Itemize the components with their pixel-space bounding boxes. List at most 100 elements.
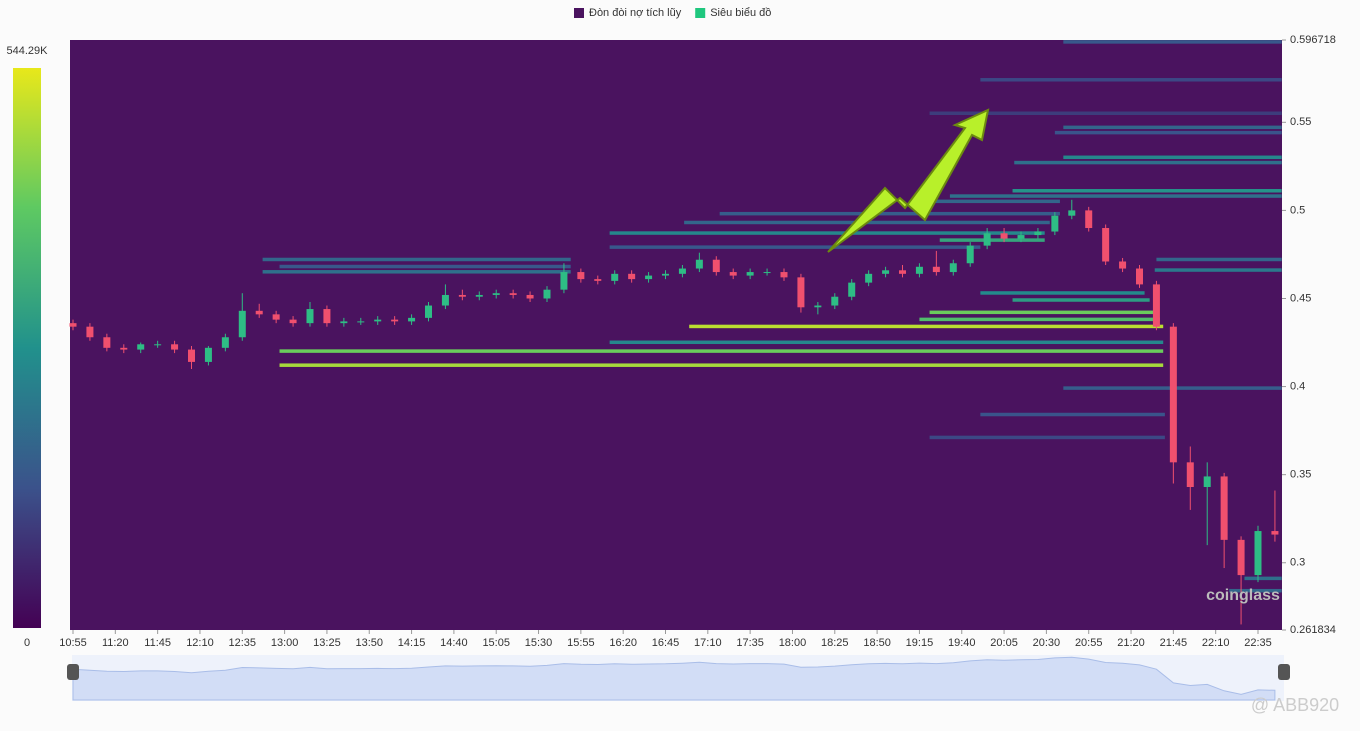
candle-body <box>1119 261 1127 269</box>
candle-body <box>543 289 551 299</box>
candle-body <box>289 319 297 324</box>
x-tick-label: 21:45 <box>1160 637 1188 649</box>
candle-body <box>662 273 669 276</box>
x-tick-label: 15:30 <box>525 637 553 649</box>
candle-body <box>814 305 822 308</box>
arrow <box>827 108 990 253</box>
candle-body <box>712 259 720 273</box>
candle-body <box>69 323 77 327</box>
candle-body <box>1068 210 1076 216</box>
colorbar-max-label: 544.29K <box>7 45 49 57</box>
liquidation-level <box>1156 257 1282 262</box>
candle-body <box>458 294 466 297</box>
plot-area <box>70 40 1282 630</box>
candle-body <box>797 277 805 308</box>
candle-body <box>932 266 940 273</box>
x-tick-label: 18:25 <box>821 637 849 649</box>
candle-body <box>966 245 974 264</box>
candle-body <box>86 326 94 338</box>
candle-body <box>746 272 754 276</box>
colorbar-min-label: 0 <box>24 637 30 649</box>
candle-body <box>221 337 229 348</box>
x-tick-label: 21:20 <box>1117 637 1145 649</box>
x-tick-label: 11:20 <box>102 637 129 649</box>
x-tick-label: 22:35 <box>1244 637 1272 649</box>
candle-body <box>272 314 280 320</box>
candle-body <box>949 263 957 273</box>
candle-body <box>628 273 636 280</box>
candle-body <box>1203 476 1211 488</box>
y-tick-label: 0.35 <box>1290 469 1311 481</box>
liquidation-level <box>609 245 981 249</box>
liquidation-level <box>1012 189 1282 193</box>
liquidation-level <box>719 211 1060 216</box>
x-tick-label: 19:15 <box>906 637 934 649</box>
candle-body <box>357 321 365 323</box>
x-tick-label: 16:45 <box>652 637 680 649</box>
candle-body <box>1169 326 1177 463</box>
liquidation-level <box>919 317 1160 322</box>
liquidation-level <box>1012 298 1150 302</box>
x-tick-label: 18:50 <box>863 637 891 649</box>
candle-body <box>1017 235 1025 239</box>
candle-body <box>1254 531 1262 576</box>
candle-body <box>560 272 568 290</box>
x-tick-label: 17:10 <box>694 637 722 649</box>
legend-label: Siêu biểu đồ <box>710 7 771 19</box>
x-tick-label: 15:55 <box>567 637 595 649</box>
x-tick-label: 10:55 <box>59 637 87 649</box>
navigator-area <box>72 656 1276 701</box>
x-tick-label: 14:15 <box>398 637 426 649</box>
candle-body <box>238 310 246 338</box>
candle-body <box>1186 462 1194 488</box>
legend-swatch <box>574 8 584 18</box>
candle-body <box>899 270 906 274</box>
candle-body <box>137 344 145 350</box>
liquidation-level <box>279 349 1164 353</box>
candle-body <box>475 294 483 297</box>
x-tick-label: 20:05 <box>990 637 1018 649</box>
candle-body <box>526 294 534 299</box>
candle-body <box>408 317 416 322</box>
legend-swatch <box>695 8 706 18</box>
candle-body <box>1136 268 1143 285</box>
y-tick-label: 0.5 <box>1290 204 1305 216</box>
navigator-handle[interactable] <box>67 664 79 680</box>
candle-body <box>1271 531 1279 535</box>
x-tick-label: 20:30 <box>1033 637 1061 649</box>
x-tick-label: 11:45 <box>144 637 171 649</box>
candle-body <box>255 310 263 315</box>
liquidation-level <box>279 264 571 269</box>
candle-body <box>577 272 585 280</box>
candle-body <box>780 272 788 278</box>
candle-body <box>154 344 162 346</box>
y-tick-label: 0.596718 <box>1290 34 1336 46</box>
candle-body <box>645 275 653 280</box>
candle-body <box>763 272 771 274</box>
liquidation-level <box>279 363 1164 367</box>
candle-body <box>882 270 890 274</box>
liquidation-level <box>929 310 1155 315</box>
liquidation-level <box>1229 588 1282 593</box>
liquidation-level <box>929 199 1060 204</box>
candle-body <box>306 309 314 324</box>
candle-body <box>695 259 703 269</box>
layer: 544.29K 0 Đòn đòi nợ tích lũy Siêu biểu đồ 0… <box>7 7 1336 701</box>
legend-label: Đòn đòi nợ tích lũy <box>589 7 682 19</box>
liquidation-level <box>1063 155 1282 160</box>
liquidation-level <box>929 435 1165 440</box>
candle-body <box>374 319 382 322</box>
x-tick-label: 14:40 <box>440 637 468 649</box>
y-tick-label: 0.55 <box>1290 116 1311 128</box>
y-tick-label: 0.4 <box>1290 380 1305 392</box>
candle-body <box>1000 233 1008 239</box>
candle-body <box>340 321 348 324</box>
candle-body <box>1102 228 1110 262</box>
x-tick-label: 12:10 <box>186 637 214 649</box>
candle-body <box>492 293 500 295</box>
y-tick-label: 0.3 <box>1290 557 1305 569</box>
x-tick-label: 13:00 <box>271 637 299 649</box>
navigator-handle[interactable] <box>1278 664 1290 680</box>
candle-body <box>1051 215 1059 232</box>
